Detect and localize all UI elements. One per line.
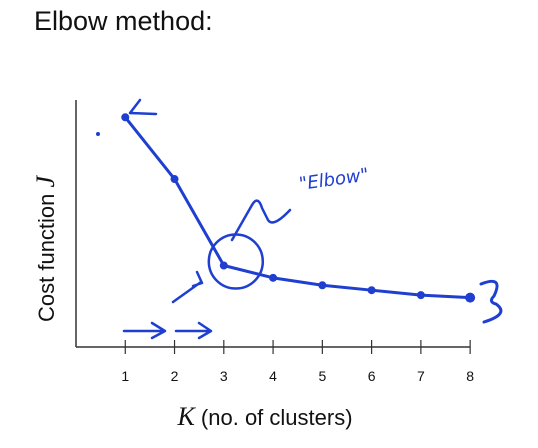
top-arrow bbox=[128, 98, 158, 116]
data-point bbox=[170, 175, 179, 184]
x-axis-label-var: K bbox=[176, 402, 196, 431]
x-tick-label: 2 bbox=[171, 368, 179, 384]
elbow-circle bbox=[207, 233, 265, 290]
data-point bbox=[318, 281, 327, 290]
x-tick-label: 4 bbox=[269, 368, 277, 384]
elbow-lower-tick bbox=[171, 270, 204, 304]
data-point bbox=[465, 292, 476, 303]
x-tick-label: 3 bbox=[220, 368, 228, 384]
bottom-arrow-2 bbox=[174, 321, 213, 340]
ink-annotations: "Elbow" bbox=[96, 98, 503, 340]
y-axis-label-text: Cost function bbox=[34, 187, 59, 322]
bottom-arrow-1 bbox=[122, 321, 167, 340]
data-point bbox=[367, 286, 376, 295]
x-tick-label: 7 bbox=[417, 368, 425, 384]
data-point bbox=[219, 261, 228, 270]
x-tick-label: 6 bbox=[368, 368, 376, 384]
x-axis-label-text: (no. of clusters) bbox=[195, 405, 353, 430]
data-point bbox=[121, 113, 130, 122]
x-axis-label: K (no. of clusters) bbox=[176, 402, 352, 431]
series-line bbox=[123, 115, 472, 300]
x-axis-tick-labels: 1 2 3 4 5 6 7 8 bbox=[121, 368, 474, 384]
y-axis-label: Cost function J bbox=[31, 174, 60, 322]
x-tick-label: 8 bbox=[466, 368, 474, 384]
elbow-pointer-squiggle bbox=[230, 199, 292, 242]
slide-title: Elbow method: bbox=[34, 6, 213, 36]
end-brace-mark bbox=[479, 279, 503, 324]
x-axis-ticks bbox=[124, 340, 471, 354]
elbow-label: "Elbow" bbox=[298, 164, 370, 195]
data-point bbox=[269, 273, 278, 282]
x-tick-label: 1 bbox=[121, 368, 129, 384]
y-axis-label-var: J bbox=[31, 174, 60, 187]
stray-dot bbox=[96, 132, 100, 136]
series-points bbox=[121, 113, 476, 303]
x-tick-label: 5 bbox=[318, 368, 326, 384]
data-point bbox=[416, 291, 425, 300]
